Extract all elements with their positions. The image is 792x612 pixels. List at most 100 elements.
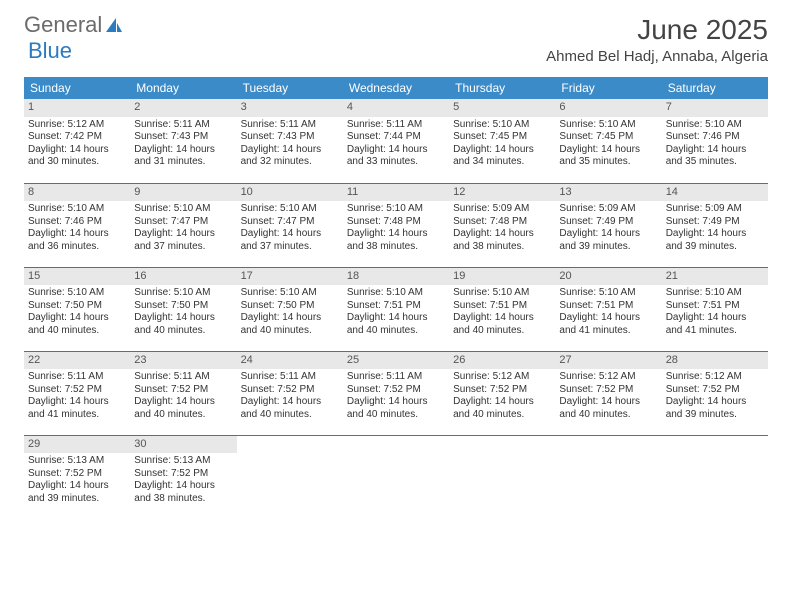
- day-number: 9: [130, 184, 236, 202]
- day-body: Sunrise: 5:10 AMSunset: 7:50 PMDaylight:…: [130, 285, 236, 341]
- daylight-text-2: and 39 minutes.: [666, 241, 764, 254]
- day-number: 18: [343, 268, 449, 286]
- title-block: June 2025 Ahmed Bel Hadj, Annaba, Algeri…: [546, 14, 768, 65]
- daylight-text-1: Daylight: 14 hours: [559, 396, 657, 409]
- day-body: Sunrise: 5:11 AMSunset: 7:44 PMDaylight:…: [343, 117, 449, 173]
- day-body: Sunrise: 5:12 AMSunset: 7:52 PMDaylight:…: [449, 369, 555, 425]
- daylight-text-1: Daylight: 14 hours: [453, 396, 551, 409]
- calendar-row: 15Sunrise: 5:10 AMSunset: 7:50 PMDayligh…: [24, 267, 768, 351]
- weekday-header: Tuesday: [237, 77, 343, 99]
- day-body: Sunrise: 5:11 AMSunset: 7:43 PMDaylight:…: [130, 117, 236, 173]
- calendar-row: 8Sunrise: 5:10 AMSunset: 7:46 PMDaylight…: [24, 183, 768, 267]
- day-body: Sunrise: 5:09 AMSunset: 7:49 PMDaylight:…: [555, 201, 661, 257]
- sunrise-text: Sunrise: 5:12 AM: [28, 119, 126, 132]
- daylight-text-2: and 35 minutes.: [666, 156, 764, 169]
- daylight-text-2: and 41 minutes.: [666, 325, 764, 338]
- day-number: 4: [343, 99, 449, 117]
- sunrise-text: Sunrise: 5:09 AM: [666, 203, 764, 216]
- day-body: Sunrise: 5:10 AMSunset: 7:47 PMDaylight:…: [130, 201, 236, 257]
- sunset-text: Sunset: 7:46 PM: [28, 216, 126, 229]
- calendar-cell: 3Sunrise: 5:11 AMSunset: 7:43 PMDaylight…: [237, 99, 343, 183]
- day-body: Sunrise: 5:10 AMSunset: 7:51 PMDaylight:…: [662, 285, 768, 341]
- daylight-text-2: and 40 minutes.: [28, 325, 126, 338]
- day-body: Sunrise: 5:11 AMSunset: 7:52 PMDaylight:…: [237, 369, 343, 425]
- daylight-text-1: Daylight: 14 hours: [28, 480, 126, 493]
- weekday-header: Friday: [555, 77, 661, 99]
- daylight-text-2: and 40 minutes.: [453, 409, 551, 422]
- daylight-text-1: Daylight: 14 hours: [559, 228, 657, 241]
- day-number: 30: [130, 436, 236, 454]
- daylight-text-2: and 36 minutes.: [28, 241, 126, 254]
- calendar-cell: 10Sunrise: 5:10 AMSunset: 7:47 PMDayligh…: [237, 183, 343, 267]
- day-body: Sunrise: 5:10 AMSunset: 7:46 PMDaylight:…: [24, 201, 130, 257]
- sunset-text: Sunset: 7:51 PM: [559, 300, 657, 313]
- daylight-text-2: and 30 minutes.: [28, 156, 126, 169]
- calendar-cell: 30Sunrise: 5:13 AMSunset: 7:52 PMDayligh…: [130, 435, 236, 519]
- day-body: Sunrise: 5:10 AMSunset: 7:47 PMDaylight:…: [237, 201, 343, 257]
- sunset-text: Sunset: 7:52 PM: [28, 384, 126, 397]
- day-number: 12: [449, 184, 555, 202]
- daylight-text-2: and 34 minutes.: [453, 156, 551, 169]
- daylight-text-1: Daylight: 14 hours: [559, 144, 657, 157]
- daylight-text-1: Daylight: 14 hours: [241, 312, 339, 325]
- sunset-text: Sunset: 7:42 PM: [28, 131, 126, 144]
- day-body: Sunrise: 5:10 AMSunset: 7:50 PMDaylight:…: [237, 285, 343, 341]
- sunset-text: Sunset: 7:52 PM: [559, 384, 657, 397]
- day-body: Sunrise: 5:09 AMSunset: 7:49 PMDaylight:…: [662, 201, 768, 257]
- daylight-text-1: Daylight: 14 hours: [559, 312, 657, 325]
- daylight-text-1: Daylight: 14 hours: [666, 396, 764, 409]
- daylight-text-1: Daylight: 14 hours: [453, 312, 551, 325]
- calendar-cell: 26Sunrise: 5:12 AMSunset: 7:52 PMDayligh…: [449, 351, 555, 435]
- calendar-cell-empty: [343, 435, 449, 519]
- day-number: 20: [555, 268, 661, 286]
- day-body: Sunrise: 5:13 AMSunset: 7:52 PMDaylight:…: [130, 453, 236, 509]
- day-number: 26: [449, 352, 555, 370]
- day-number: 2: [130, 99, 236, 117]
- location-text: Ahmed Bel Hadj, Annaba, Algeria: [546, 48, 768, 65]
- daylight-text-1: Daylight: 14 hours: [28, 144, 126, 157]
- day-number: 28: [662, 352, 768, 370]
- day-number: 17: [237, 268, 343, 286]
- sunrise-text: Sunrise: 5:11 AM: [241, 119, 339, 132]
- sunrise-text: Sunrise: 5:10 AM: [28, 287, 126, 300]
- day-body: Sunrise: 5:09 AMSunset: 7:48 PMDaylight:…: [449, 201, 555, 257]
- daylight-text-1: Daylight: 14 hours: [453, 228, 551, 241]
- sunrise-text: Sunrise: 5:12 AM: [453, 371, 551, 384]
- sunrise-text: Sunrise: 5:12 AM: [666, 371, 764, 384]
- sunset-text: Sunset: 7:47 PM: [241, 216, 339, 229]
- day-number: 22: [24, 352, 130, 370]
- calendar-cell: 23Sunrise: 5:11 AMSunset: 7:52 PMDayligh…: [130, 351, 236, 435]
- sunset-text: Sunset: 7:52 PM: [134, 384, 232, 397]
- daylight-text-1: Daylight: 14 hours: [347, 144, 445, 157]
- sunset-text: Sunset: 7:52 PM: [28, 468, 126, 481]
- sunrise-text: Sunrise: 5:12 AM: [559, 371, 657, 384]
- daylight-text-2: and 40 minutes.: [134, 325, 232, 338]
- day-number: 14: [662, 184, 768, 202]
- daylight-text-1: Daylight: 14 hours: [666, 312, 764, 325]
- calendar-cell: 9Sunrise: 5:10 AMSunset: 7:47 PMDaylight…: [130, 183, 236, 267]
- sunset-text: Sunset: 7:52 PM: [347, 384, 445, 397]
- day-body: Sunrise: 5:12 AMSunset: 7:42 PMDaylight:…: [24, 117, 130, 173]
- calendar-cell: 18Sunrise: 5:10 AMSunset: 7:51 PMDayligh…: [343, 267, 449, 351]
- sunset-text: Sunset: 7:44 PM: [347, 131, 445, 144]
- daylight-text-2: and 31 minutes.: [134, 156, 232, 169]
- calendar-cell: 6Sunrise: 5:10 AMSunset: 7:45 PMDaylight…: [555, 99, 661, 183]
- day-body: Sunrise: 5:11 AMSunset: 7:52 PMDaylight:…: [130, 369, 236, 425]
- daylight-text-2: and 40 minutes.: [559, 409, 657, 422]
- day-number: 3: [237, 99, 343, 117]
- sunrise-text: Sunrise: 5:11 AM: [241, 371, 339, 384]
- sunset-text: Sunset: 7:48 PM: [453, 216, 551, 229]
- sunrise-text: Sunrise: 5:10 AM: [134, 287, 232, 300]
- page-title: June 2025: [546, 14, 768, 46]
- calendar-cell: 8Sunrise: 5:10 AMSunset: 7:46 PMDaylight…: [24, 183, 130, 267]
- daylight-text-2: and 40 minutes.: [241, 325, 339, 338]
- day-number: 29: [24, 436, 130, 454]
- calendar-cell: 29Sunrise: 5:13 AMSunset: 7:52 PMDayligh…: [24, 435, 130, 519]
- day-body: Sunrise: 5:10 AMSunset: 7:51 PMDaylight:…: [555, 285, 661, 341]
- calendar-row: 1Sunrise: 5:12 AMSunset: 7:42 PMDaylight…: [24, 99, 768, 183]
- weekday-header: Sunday: [24, 77, 130, 99]
- brand-part1: General: [24, 14, 102, 36]
- daylight-text-1: Daylight: 14 hours: [28, 312, 126, 325]
- brand-logo: General: [24, 14, 123, 36]
- daylight-text-2: and 38 minutes.: [134, 493, 232, 506]
